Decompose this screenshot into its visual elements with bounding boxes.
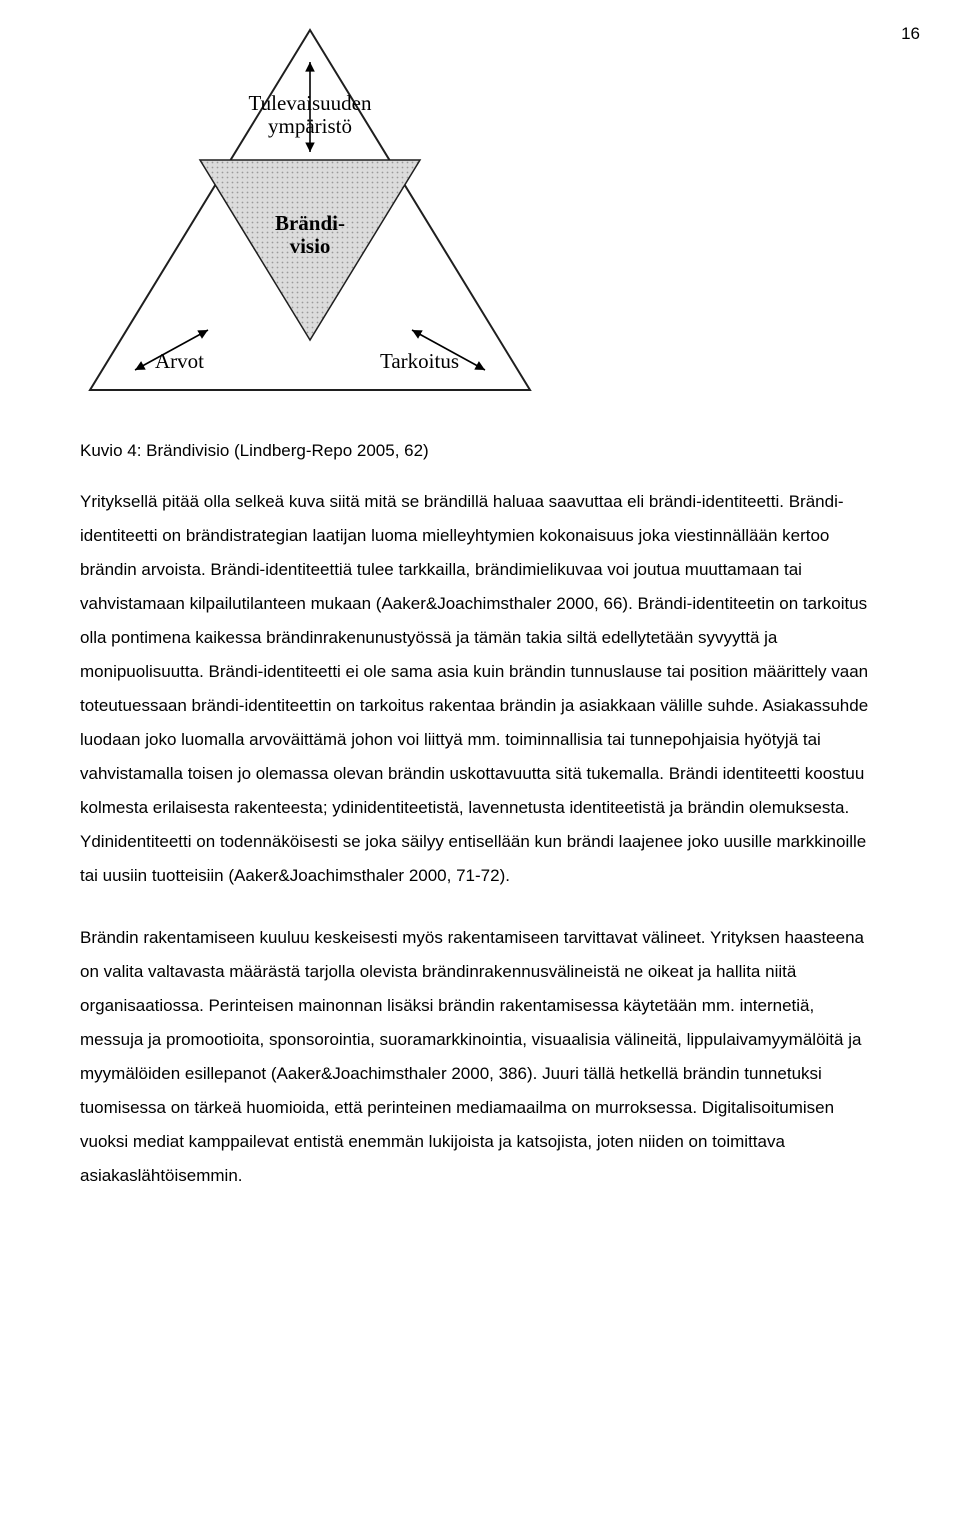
svg-text:Tulevaisuuden: Tulevaisuuden [249, 91, 372, 115]
paragraph-1: Yrityksellä pitää olla selkeä kuva siitä… [80, 485, 880, 893]
svg-text:Brändi-: Brändi- [275, 211, 345, 235]
page: 16 Tulevaisuudenympäristö Brändi-visio Arv… [0, 10, 960, 1281]
page-number: 16 [901, 24, 920, 44]
triangle-diagram-svg: Tulevaisuudenympäristö Brändi-visio Arvot T… [80, 10, 550, 410]
svg-text:Arvot: Arvot [155, 349, 204, 373]
figure-caption: Kuvio 4: Brändivisio (Lindberg-Repo 2005… [80, 441, 880, 461]
figure-triangle-diagram: Tulevaisuudenympäristö Brändi-visio Arvot T… [80, 10, 880, 415]
svg-text:Tarkoitus: Tarkoitus [380, 349, 459, 373]
svg-text:visio: visio [290, 234, 331, 258]
paragraph-2: Brändin rakentamiseen kuuluu keskeisesti… [80, 921, 880, 1193]
svg-text:ympäristö: ympäristö [268, 114, 352, 138]
